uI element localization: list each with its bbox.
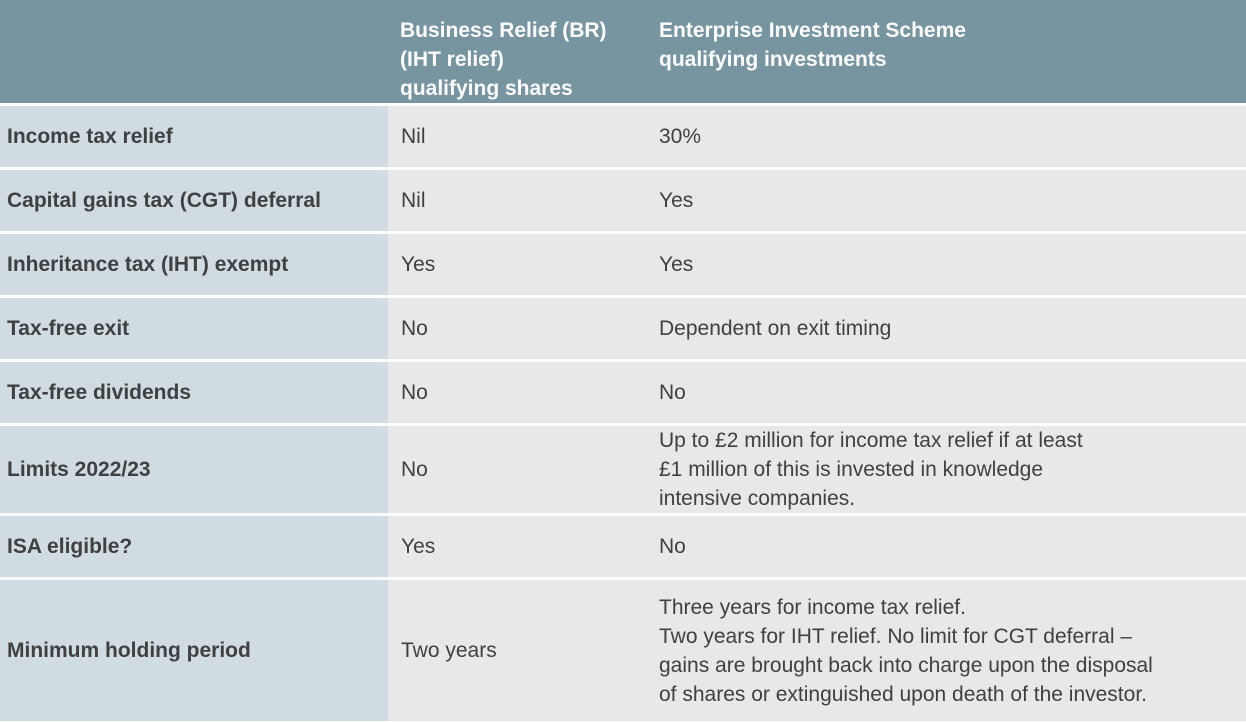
table-body: Income tax relief Nil 30% Capital gains …	[0, 106, 1246, 721]
row-label: Minimum holding period	[0, 580, 388, 721]
br-cell: Yes	[388, 516, 647, 580]
eis-cell: 30%	[647, 106, 1246, 170]
eis-cell: Yes	[647, 170, 1246, 234]
row-label: Inheritance tax (IHT) exempt	[0, 234, 388, 298]
eis-cell-text: Up to £2 million for income tax relief i…	[659, 429, 1083, 510]
table-row: Inheritance tax (IHT) exempt Yes Yes	[0, 234, 1246, 298]
table-row: Capital gains tax (CGT) deferral Nil Yes	[0, 170, 1246, 234]
table-row: Minimum holding period Two years Three y…	[0, 580, 1246, 721]
eis-cell: Up to £2 million for income tax relief i…	[647, 426, 1246, 516]
table-row: Limits 2022/23 No Up to £2 million for i…	[0, 426, 1246, 516]
row-label: Tax-free dividends	[0, 362, 388, 426]
row-label: ISA eligible?	[0, 516, 388, 580]
row-label: Capital gains tax (CGT) deferral	[0, 170, 388, 234]
table-row: Tax-free exit No Dependent on exit timin…	[0, 298, 1246, 362]
header-business-relief-text: Business Relief (BR) (IHT relief) qualif…	[400, 19, 607, 100]
eis-cell-text: Three years for income tax relief. Two y…	[659, 595, 1153, 706]
header-corner-cell	[0, 0, 388, 106]
br-cell: Yes	[388, 234, 647, 298]
br-cell: Nil	[388, 106, 647, 170]
eis-cell: No	[647, 516, 1246, 580]
br-cell: No	[388, 362, 647, 426]
eis-cell: Yes	[647, 234, 1246, 298]
row-label: Tax-free exit	[0, 298, 388, 362]
table-row: Tax-free dividends No No	[0, 362, 1246, 426]
br-cell: No	[388, 298, 647, 362]
br-cell: Two years	[388, 580, 647, 721]
header-row: Business Relief (BR) (IHT relief) qualif…	[0, 0, 1246, 106]
table-header: Business Relief (BR) (IHT relief) qualif…	[0, 0, 1246, 106]
table-row: Income tax relief Nil 30%	[0, 106, 1246, 170]
br-cell: Nil	[388, 170, 647, 234]
eis-cell: Dependent on exit timing	[647, 298, 1246, 362]
row-label: Limits 2022/23	[0, 426, 388, 516]
header-eis-text: Enterprise Investment Scheme qualifying …	[659, 19, 966, 71]
eis-cell: No	[647, 362, 1246, 426]
br-cell: No	[388, 426, 647, 516]
header-business-relief: Business Relief (BR) (IHT relief) qualif…	[388, 0, 647, 106]
eis-cell: Three years for income tax relief. Two y…	[647, 580, 1246, 721]
row-label: Income tax relief	[0, 106, 388, 170]
table-row: ISA eligible? Yes No	[0, 516, 1246, 580]
header-eis: Enterprise Investment Scheme qualifying …	[647, 0, 1246, 106]
